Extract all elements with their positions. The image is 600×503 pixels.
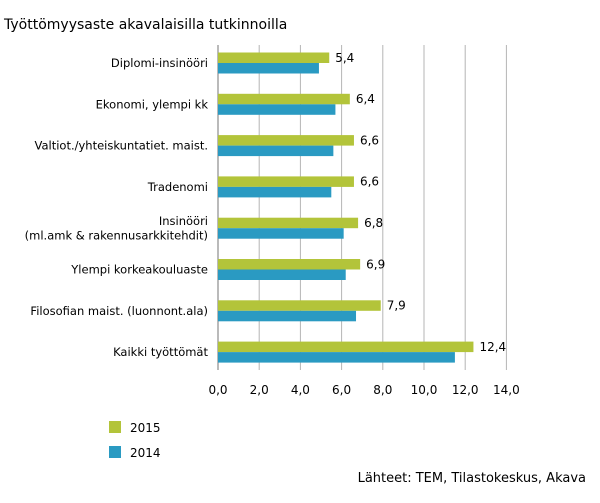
legend-label: 2014 [130,446,161,460]
bar-2015 [218,135,354,146]
chart-title: Työttömyysaste akavalaisilla tutkinnoill… [3,17,287,33]
bar-2014 [218,186,332,198]
category-label: (ml.amk & rakennusarkkitehdit) [25,228,208,242]
x-tick-label: 12,0 [452,383,479,397]
category-label: Tradenomi [147,180,208,194]
legend-swatch [109,421,121,433]
bar-2015 [218,93,350,105]
bar-2014 [218,269,346,280]
legend-label: 2015 [130,421,161,435]
category-label: Valtiot./yhteiskuntatiet. maist. [35,139,209,153]
value-label: 6,6 [360,133,379,147]
x-tick-label: 0,0 [208,383,227,397]
bar-2015 [218,217,359,229]
x-axis-ticks: 0,0 2,0 4,0 6,0 8,0 10,0 12,0 14,0 [208,383,519,397]
value-label: 6,6 [360,175,379,189]
bar-2014 [218,228,344,239]
category-label: Insinööri [159,214,208,228]
bar-2014 [218,145,334,157]
value-label: 12,4 [479,340,506,354]
bar-2015 [218,341,474,353]
bar-2015 [218,176,354,187]
bar-2015 [218,300,381,311]
bar-2014 [218,310,357,322]
category-label: Diplomi-insinööri [111,56,208,70]
x-tick-label: 14,0 [493,383,520,397]
value-label: 6,9 [366,257,385,271]
bar-2015 [218,259,361,270]
bar-2014 [218,63,319,74]
legend-swatch [109,446,121,458]
x-tick-label: 2,0 [250,383,269,397]
category-label: Filosofian maist. (luonnont.ala) [30,304,208,318]
category-labels: Diplomi-insinööri Ekonomi, ylempi kk Valti… [25,56,209,359]
legend: 2015 2014 [109,421,161,460]
bar-2015 [218,52,330,63]
source-note: Lähteet: TEM, Tilastokeskus, Akava [358,471,586,486]
category-label: Ylempi korkeakouluaste [70,263,208,277]
x-tick-label: 4,0 [291,383,310,397]
bar-2014 [218,352,455,363]
category-label: Kaikki työttömät [113,345,208,359]
x-tick-label: 10,0 [411,383,438,397]
value-label: 7,9 [387,299,406,313]
x-tick-label: 6,0 [332,383,351,397]
bar-2014 [218,104,336,115]
value-label: 6,8 [364,216,383,230]
value-labels: 5,4 6,4 6,6 6,6 6,8 6,9 7,9 12,4 [335,51,506,354]
value-label: 5,4 [335,51,354,65]
value-label: 6,4 [356,92,375,106]
category-label: Ekonomi, ylempi kk [96,97,209,111]
bars [218,52,474,363]
x-tick-label: 8,0 [373,383,392,397]
